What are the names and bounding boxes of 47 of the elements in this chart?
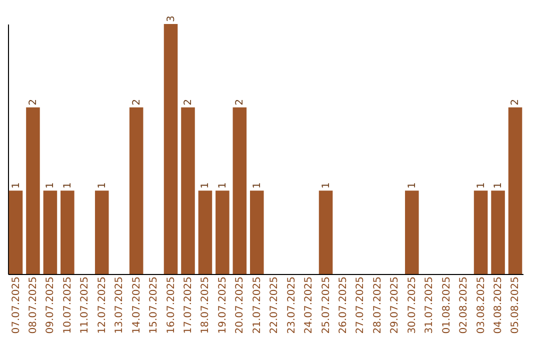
x-tick-label: 11.07.2025	[80, 276, 91, 334]
x-tick-label: 18.07.2025	[200, 276, 212, 334]
x-tick-label: 14.07.2025	[131, 276, 142, 334]
x-tick-label: 04.08.2025	[493, 276, 504, 334]
x-tick-label: 02.08.2025	[458, 276, 470, 334]
data-label: 2	[234, 98, 246, 106]
data-label: 1	[476, 182, 487, 189]
x-tick-label: 28.07.2025	[372, 276, 384, 334]
x-tick-label: 20.07.2025	[234, 276, 246, 334]
x-tick-label: 03.08.2025	[476, 276, 487, 334]
x-tick-label: 22.07.2025	[269, 276, 280, 334]
data-label: 1	[252, 182, 263, 189]
x-tick-label: 12.07.2025	[96, 276, 108, 334]
data-label: 1	[217, 182, 228, 189]
x-tick-label: 16.07.2025	[166, 276, 177, 334]
x-tick-label: 07.07.2025	[10, 276, 22, 334]
data-label: 1	[62, 182, 74, 189]
x-tick-label: 23.07.2025	[286, 276, 298, 334]
x-tick-label: 24.07.2025	[304, 276, 315, 334]
x-tick-label: 05.08.2025	[510, 276, 522, 334]
data-label: 1	[200, 182, 212, 189]
x-tick-label: 10.07.2025	[62, 276, 74, 334]
x-tick-label: 30.07.2025	[406, 276, 418, 334]
x-tick-label: 17.07.2025	[182, 276, 194, 334]
data-label: 3	[166, 16, 177, 22]
data-label: 2	[28, 98, 39, 106]
x-tick-label: 21.07.2025	[252, 276, 263, 334]
x-tick-label: 19.07.2025	[217, 276, 228, 334]
data-label: 1	[493, 182, 504, 189]
data-label: 2	[131, 98, 142, 106]
x-tick-label: 09.07.2025	[45, 276, 56, 334]
x-tick-label: 31.07.2025	[424, 276, 436, 334]
data-label: 2	[510, 98, 522, 106]
data-label: 2	[182, 98, 194, 106]
x-tick-label: 13.07.2025	[114, 276, 126, 334]
data-label: 1	[96, 182, 108, 189]
x-tick-label: 01.08.2025	[441, 276, 452, 334]
x-tick-label: 27.07.2025	[355, 276, 366, 334]
data-label: 1	[320, 182, 332, 189]
x-tick-label: 15.07.2025	[148, 276, 160, 334]
data-label: 1	[10, 182, 22, 189]
x-tick-label: 29.07.2025	[390, 276, 401, 334]
x-tick-label: 25.07.2025	[320, 276, 332, 334]
x-tick-label: 08.07.2025	[28, 276, 39, 334]
data-label: 1	[406, 182, 418, 189]
data-label: 1	[45, 182, 56, 189]
x-tick-label: 26.07.2025	[338, 276, 350, 334]
